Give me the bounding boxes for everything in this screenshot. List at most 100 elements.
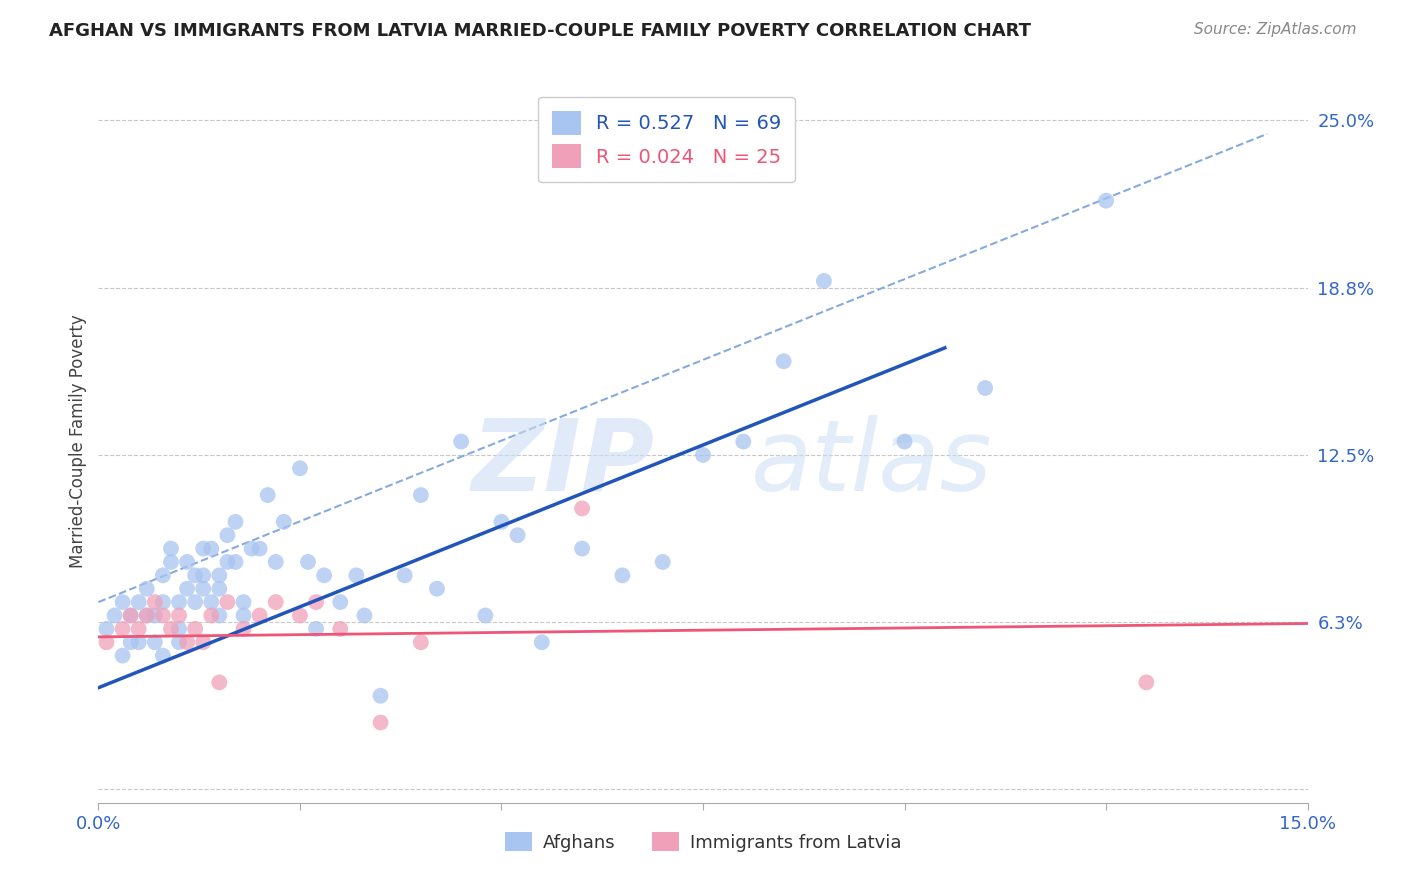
Point: [128, 595, 150, 609]
Point: [160, 541, 183, 556]
Point: [184, 568, 207, 582]
Text: ZIP: ZIP: [471, 415, 655, 512]
Point: [305, 622, 328, 636]
Point: [409, 488, 432, 502]
Point: [96, 622, 118, 636]
Point: [120, 635, 142, 649]
Point: [240, 541, 263, 556]
Text: atlas: atlas: [751, 415, 993, 512]
Point: [143, 608, 166, 623]
Point: [288, 461, 311, 475]
Point: [167, 635, 190, 649]
Point: [612, 568, 634, 582]
Point: [474, 608, 496, 623]
Point: [353, 608, 375, 623]
Point: [135, 582, 157, 596]
Text: Source: ZipAtlas.com: Source: ZipAtlas.com: [1194, 22, 1357, 37]
Point: [224, 555, 246, 569]
Point: [273, 515, 295, 529]
Point: [200, 608, 222, 623]
Point: [249, 608, 271, 623]
Point: [96, 635, 118, 649]
Point: [167, 622, 190, 636]
Point: [370, 715, 392, 730]
Point: [111, 648, 134, 663]
Point: [184, 595, 207, 609]
Point: [103, 608, 125, 623]
Point: [297, 555, 319, 569]
Point: [167, 595, 190, 609]
Point: [232, 608, 254, 623]
Point: [264, 595, 287, 609]
Point: [1135, 675, 1157, 690]
Point: [217, 528, 239, 542]
Point: [217, 555, 239, 569]
Point: [264, 555, 287, 569]
Point: [135, 608, 157, 623]
Point: [344, 568, 367, 582]
Point: [288, 608, 311, 623]
Point: [651, 555, 673, 569]
Point: [193, 582, 215, 596]
Point: [208, 608, 231, 623]
Point: [1095, 194, 1118, 208]
Point: [208, 675, 231, 690]
Text: AFGHAN VS IMMIGRANTS FROM LATVIA MARRIED-COUPLE FAMILY POVERTY CORRELATION CHART: AFGHAN VS IMMIGRANTS FROM LATVIA MARRIED…: [49, 22, 1031, 40]
Point: [111, 622, 134, 636]
Point: [128, 635, 150, 649]
Point: [370, 689, 392, 703]
Point: [772, 354, 794, 368]
Point: [426, 582, 449, 596]
Point: [152, 648, 174, 663]
Point: [256, 488, 278, 502]
Point: [160, 622, 183, 636]
Legend: Afghans, Immigrants from Latvia: Afghans, Immigrants from Latvia: [498, 825, 908, 859]
Point: [208, 582, 231, 596]
Point: [305, 595, 328, 609]
Point: [232, 622, 254, 636]
Point: [813, 274, 835, 288]
Point: [571, 541, 593, 556]
Point: [571, 501, 593, 516]
Point: [193, 568, 215, 582]
Point: [232, 595, 254, 609]
Point: [193, 541, 215, 556]
Point: [152, 595, 174, 609]
Point: [120, 608, 142, 623]
Point: [184, 622, 207, 636]
Y-axis label: Married-Couple Family Poverty: Married-Couple Family Poverty: [69, 315, 87, 568]
Point: [329, 595, 352, 609]
Point: [692, 448, 714, 462]
Point: [176, 555, 198, 569]
Point: [143, 595, 166, 609]
Point: [176, 635, 198, 649]
Point: [111, 595, 134, 609]
Point: [135, 608, 157, 623]
Point: [314, 568, 336, 582]
Point: [152, 608, 174, 623]
Point: [120, 608, 142, 623]
Point: [176, 582, 198, 596]
Point: [200, 595, 222, 609]
Point: [733, 434, 755, 449]
Point: [491, 515, 513, 529]
Point: [200, 541, 222, 556]
Point: [224, 515, 246, 529]
Point: [329, 622, 352, 636]
Point: [208, 568, 231, 582]
Point: [394, 568, 416, 582]
Point: [167, 608, 190, 623]
Point: [974, 381, 997, 395]
Point: [193, 635, 215, 649]
Point: [128, 622, 150, 636]
Point: [893, 434, 915, 449]
Point: [409, 635, 432, 649]
Point: [160, 555, 183, 569]
Point: [249, 541, 271, 556]
Point: [506, 528, 529, 542]
Point: [143, 635, 166, 649]
Point: [152, 568, 174, 582]
Point: [217, 595, 239, 609]
Point: [450, 434, 472, 449]
Point: [530, 635, 553, 649]
